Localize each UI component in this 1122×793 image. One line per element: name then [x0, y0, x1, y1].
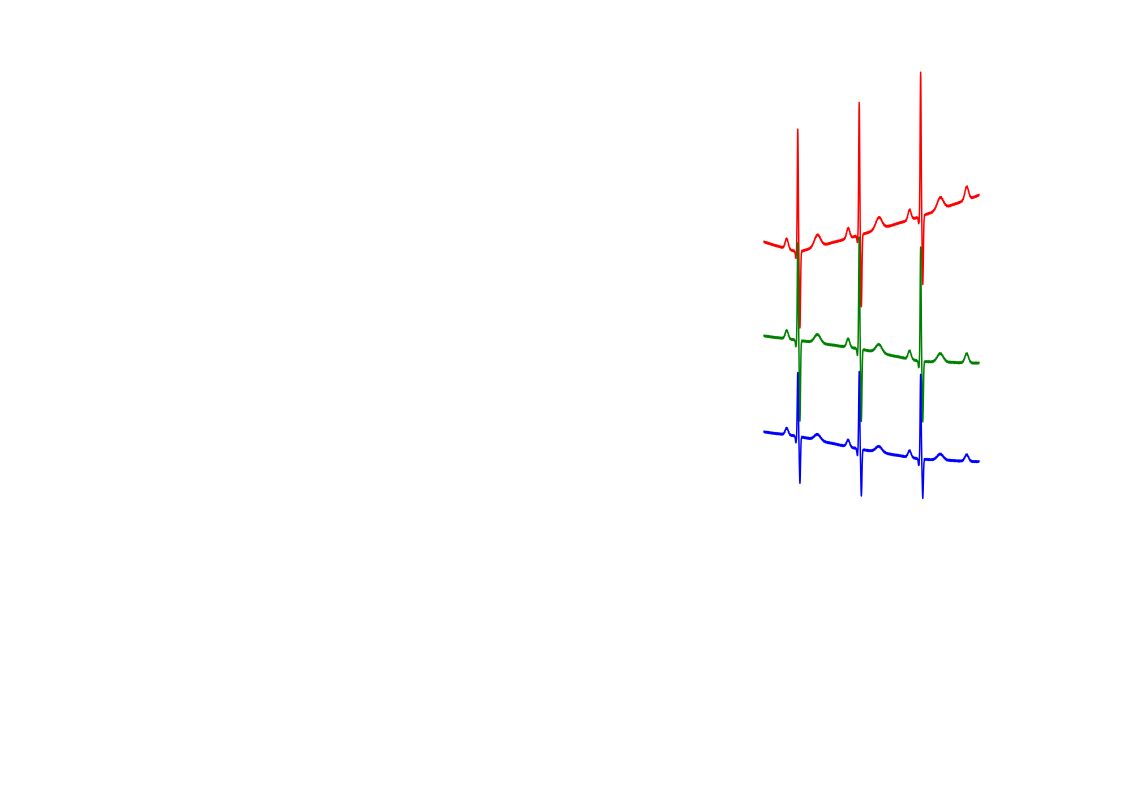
ecg-trace-2	[763, 236, 980, 423]
ecg-trace-1	[763, 71, 980, 329]
ecg-trace-3	[763, 370, 980, 500]
ecg-traces-group	[763, 71, 980, 500]
